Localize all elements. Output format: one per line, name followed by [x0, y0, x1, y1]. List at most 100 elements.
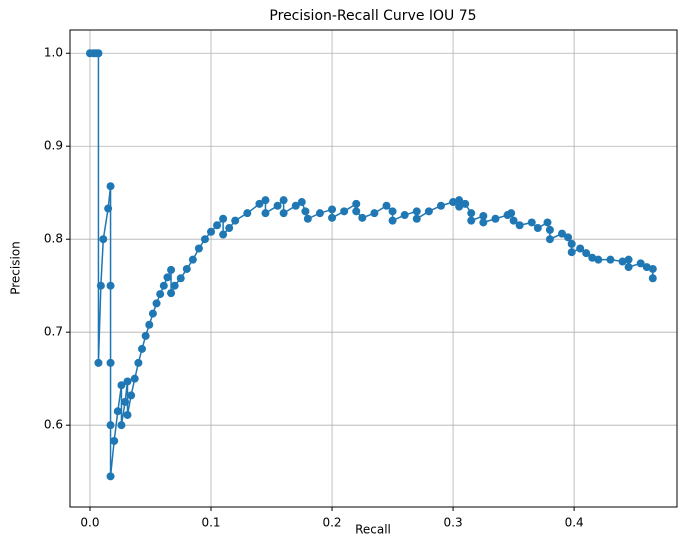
x-tick-label: 0.0 — [80, 516, 99, 530]
point — [461, 199, 470, 208]
point — [207, 227, 216, 236]
point — [388, 207, 397, 216]
point — [479, 211, 488, 220]
point — [636, 259, 645, 268]
point — [273, 201, 282, 210]
point — [261, 196, 270, 205]
point — [479, 218, 488, 227]
point — [545, 225, 554, 234]
point — [106, 358, 115, 367]
chart-title: Precision-Recall Curve IOU 75 — [269, 8, 476, 24]
point — [117, 421, 126, 430]
point — [507, 209, 516, 218]
point — [156, 290, 165, 299]
point — [163, 273, 172, 282]
point — [606, 255, 615, 264]
point — [515, 221, 524, 230]
y-axis-label: Precision — [9, 241, 23, 295]
point — [113, 407, 122, 416]
point — [213, 221, 222, 230]
point — [96, 281, 105, 290]
y-tick-label: 0.8 — [44, 232, 63, 246]
point — [509, 216, 518, 225]
point — [255, 199, 264, 208]
point — [176, 274, 185, 283]
point — [94, 49, 103, 58]
point — [106, 182, 115, 191]
point — [145, 320, 154, 329]
point — [99, 235, 108, 244]
point — [303, 214, 312, 223]
point — [130, 374, 139, 383]
x-tick-label: 0.2 — [322, 516, 341, 530]
point — [279, 196, 288, 205]
x-axis-label: Recall — [355, 523, 391, 537]
point — [134, 358, 143, 367]
point — [527, 218, 536, 227]
point — [455, 202, 464, 211]
point — [594, 255, 603, 264]
point — [648, 264, 657, 273]
point — [352, 199, 361, 208]
point — [279, 209, 288, 218]
point — [106, 421, 115, 430]
point — [564, 233, 573, 242]
point — [412, 207, 421, 216]
point — [545, 235, 554, 244]
point — [231, 216, 240, 225]
point — [194, 244, 203, 253]
point — [648, 274, 657, 283]
point — [370, 209, 379, 218]
point — [301, 207, 310, 216]
point — [123, 410, 132, 419]
point — [618, 257, 627, 266]
point — [291, 201, 300, 210]
point — [152, 299, 161, 308]
point — [297, 198, 306, 207]
point — [328, 213, 337, 222]
y-tick-label: 0.7 — [44, 325, 63, 339]
point — [412, 214, 421, 223]
point — [491, 214, 500, 223]
point — [543, 218, 552, 227]
point — [567, 248, 576, 257]
point — [328, 205, 337, 214]
point — [200, 235, 209, 244]
point — [340, 207, 349, 216]
point — [436, 201, 445, 210]
point — [455, 196, 464, 205]
point — [358, 213, 367, 222]
y-tick-label: 0.9 — [44, 139, 63, 153]
point — [106, 281, 115, 290]
point — [576, 244, 585, 253]
point — [642, 263, 651, 272]
point — [104, 204, 113, 213]
point — [588, 253, 597, 262]
point — [123, 377, 132, 386]
plot-frame — [69, 29, 678, 508]
point — [567, 239, 576, 248]
point — [141, 331, 150, 340]
y-tick-label: 0.6 — [44, 418, 63, 432]
point — [188, 255, 197, 264]
point — [117, 381, 126, 390]
x-tick-label: 0.3 — [444, 516, 463, 530]
point — [219, 230, 228, 239]
point — [138, 344, 147, 353]
point — [382, 201, 391, 210]
point — [110, 436, 119, 445]
point — [121, 397, 130, 406]
point — [424, 207, 433, 216]
point — [182, 264, 191, 273]
point — [225, 224, 234, 233]
point — [624, 255, 633, 264]
point — [352, 207, 361, 216]
point — [261, 209, 270, 218]
point — [624, 263, 633, 272]
point — [127, 391, 136, 400]
point — [243, 209, 252, 218]
point — [533, 224, 542, 233]
point — [400, 211, 409, 220]
